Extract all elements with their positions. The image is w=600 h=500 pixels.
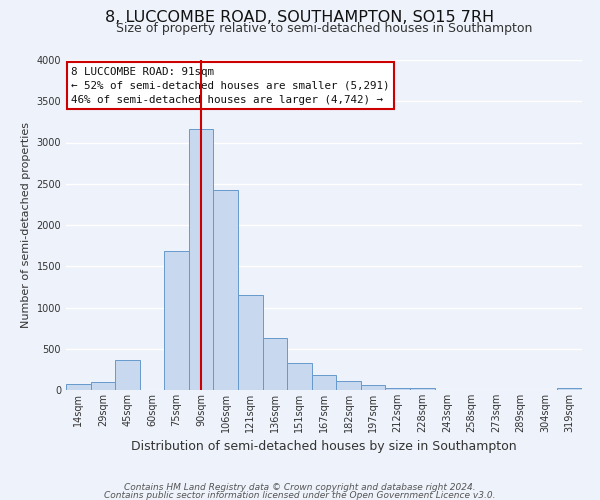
X-axis label: Distribution of semi-detached houses by size in Southampton: Distribution of semi-detached houses by … [131, 440, 517, 454]
Bar [287, 363, 312, 390]
Bar [189, 130, 214, 390]
Y-axis label: Number of semi-detached properties: Number of semi-detached properties [21, 122, 31, 328]
Text: Contains HM Land Registry data © Crown copyright and database right 2024.: Contains HM Land Registry data © Crown c… [124, 484, 476, 492]
Bar [361, 386, 385, 390]
Bar [115, 360, 140, 390]
Bar [312, 374, 336, 390]
Bar [214, 190, 238, 390]
Bar [385, 388, 410, 390]
Title: Size of property relative to semi-detached houses in Southampton: Size of property relative to semi-detach… [116, 22, 532, 35]
Text: 8, LUCCOMBE ROAD, SOUTHAMPTON, SO15 7RH: 8, LUCCOMBE ROAD, SOUTHAMPTON, SO15 7RH [106, 10, 494, 25]
Text: Contains public sector information licensed under the Open Government Licence v3: Contains public sector information licen… [104, 490, 496, 500]
Bar [238, 295, 263, 390]
Bar [557, 388, 582, 390]
Bar [336, 381, 361, 390]
Text: 8 LUCCOMBE ROAD: 91sqm
← 52% of semi-detached houses are smaller (5,291)
46% of : 8 LUCCOMBE ROAD: 91sqm ← 52% of semi-det… [71, 66, 389, 104]
Bar [91, 382, 115, 390]
Bar [410, 388, 434, 390]
Bar [66, 384, 91, 390]
Bar [263, 338, 287, 390]
Bar [164, 252, 189, 390]
